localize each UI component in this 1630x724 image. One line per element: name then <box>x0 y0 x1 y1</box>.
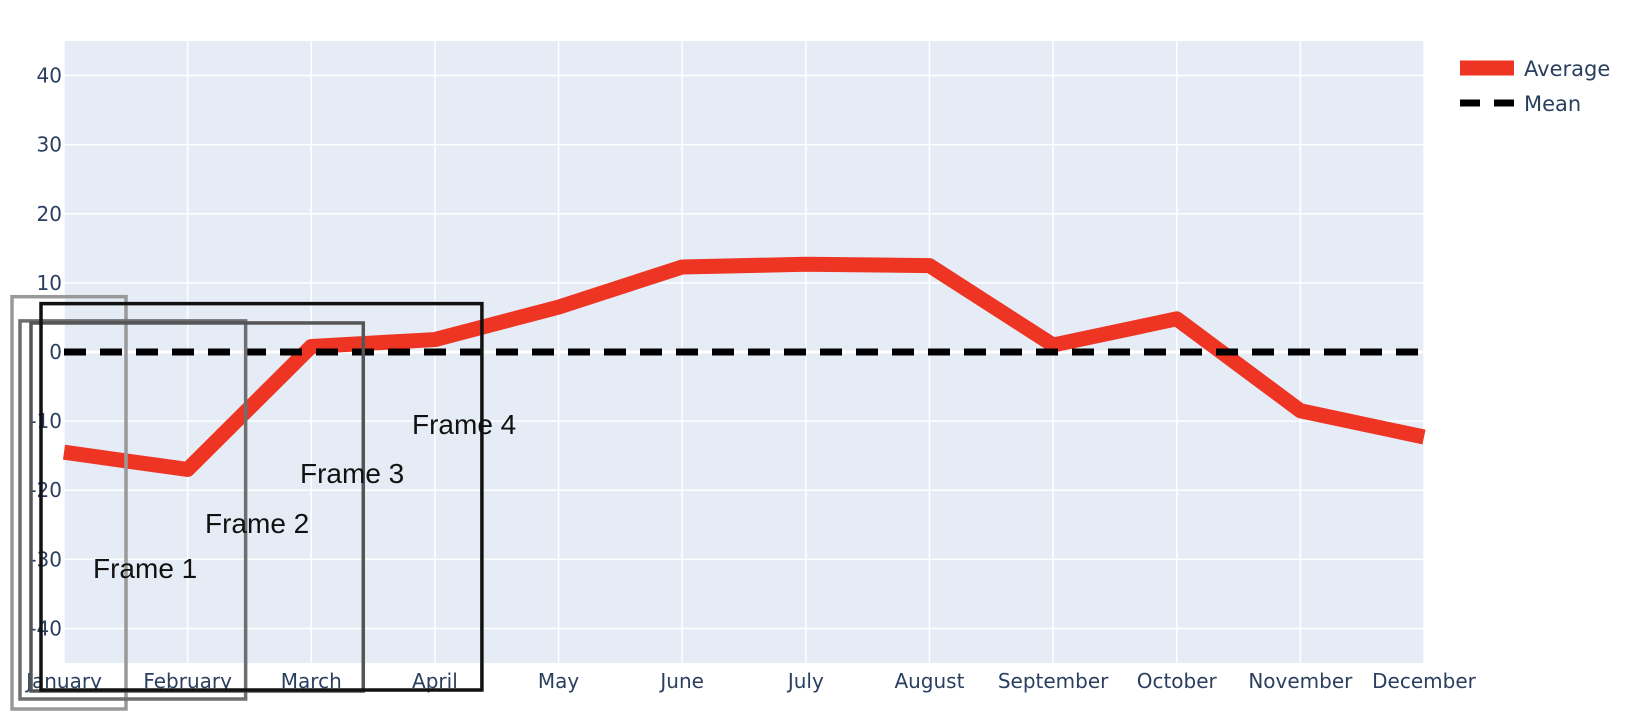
x-tick-label: November <box>1248 669 1353 693</box>
legend: Average Mean <box>1460 57 1610 116</box>
series-layer <box>62 256 1426 477</box>
x-tick-label: October <box>1137 669 1218 693</box>
frame-box <box>10 294 128 711</box>
y-tick-label: 30 <box>37 133 62 157</box>
x-tick-label: September <box>998 669 1109 693</box>
frame-label: Frame 4 <box>412 409 516 440</box>
x-tick-label: December <box>1372 669 1476 693</box>
y-tick-label: -10 <box>29 409 62 433</box>
frame-annotations: Frame 1 Frame 2 Frame 3 Frame 4 <box>10 294 516 711</box>
y-tick-label: 20 <box>37 202 62 226</box>
frame-label: Frame 3 <box>300 458 404 489</box>
y-tick-label: 10 <box>37 271 62 295</box>
y-tick-label: 0 <box>49 340 62 364</box>
y-tick-label: 40 <box>37 64 62 88</box>
frame-box <box>18 319 248 701</box>
y-axis: 40 30 20 10 0 -10 -20 -30 -40 <box>29 64 62 641</box>
frame-label: Frame 2 <box>205 508 309 539</box>
frame-label: Frame 1 <box>93 553 197 584</box>
y-tick-label: -30 <box>29 547 62 571</box>
legend-label: Mean <box>1524 92 1581 116</box>
series-line-average <box>62 256 1426 477</box>
y-tick-label: -20 <box>29 478 62 502</box>
y-tick-label: -40 <box>29 616 62 640</box>
frame-box <box>39 301 484 692</box>
x-tick-label: July <box>786 669 824 693</box>
x-tick-label: May <box>538 669 580 693</box>
legend-label: Average <box>1524 57 1610 81</box>
x-tick-label: June <box>658 669 704 693</box>
x-tick-label: August <box>894 669 964 693</box>
